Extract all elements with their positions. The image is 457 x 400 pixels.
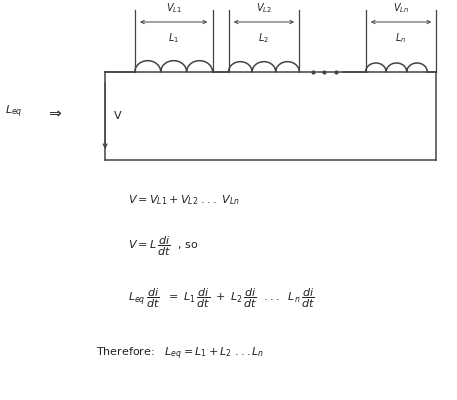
Text: $V_{L1}$: $V_{L1}$ [165,1,182,15]
Text: $L_{eq}\,\dfrac{di}{dt}\ \ =\ L_1\,\dfrac{di}{dt}\ +\ L_2\,\dfrac{di}{dt}\ \ ...: $L_{eq}\,\dfrac{di}{dt}\ \ =\ L_1\,\dfra… [128,286,315,310]
Text: $V=L\,\dfrac{di}{dt}$  , so: $V=L\,\dfrac{di}{dt}$ , so [128,234,198,258]
Text: $V_{L2}$: $V_{L2}$ [256,1,272,15]
Text: $L_n$: $L_n$ [395,31,407,45]
Text: $L_1$: $L_1$ [168,31,179,45]
Text: $L_2$: $L_2$ [258,31,270,45]
Text: $V_{Ln}$: $V_{Ln}$ [393,1,409,15]
Text: $L_{eq}$: $L_{eq}$ [5,104,22,120]
Text: Therefore:   $L_{eq}=L_1+L_2\ ...L_n$: Therefore: $L_{eq}=L_1+L_2\ ...L_n$ [96,346,264,362]
Text: V: V [114,111,122,121]
Text: $V=V_{L1}+V_{L2}\ ...\ V_{Ln}$: $V=V_{L1}+V_{L2}\ ...\ V_{Ln}$ [128,193,240,207]
Text: $\Rightarrow$: $\Rightarrow$ [46,104,63,120]
